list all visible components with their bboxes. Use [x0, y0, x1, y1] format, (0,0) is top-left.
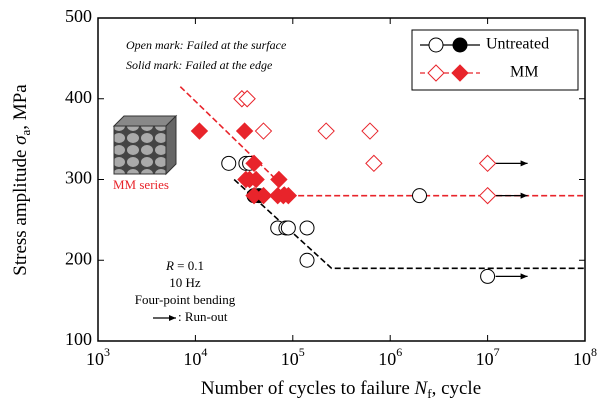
inset-cube [114, 116, 176, 174]
x-tick-exponent: 4 [201, 345, 207, 359]
y-label-text: Stress amplitude [10, 145, 31, 276]
annotation: : Run-out [178, 309, 228, 324]
legend-marker [453, 38, 467, 52]
data-point [480, 155, 496, 171]
x-tick-exponent: 5 [299, 345, 305, 359]
legend-label: MM [510, 64, 538, 81]
runout-arrowhead [169, 315, 176, 321]
annotation-text: = 0.1 [174, 258, 204, 273]
x-label-unit: , cycle [432, 378, 482, 399]
data-point [481, 269, 495, 283]
data-point [281, 221, 295, 235]
y-tick-label: 100 [65, 329, 92, 349]
data-point [318, 123, 334, 139]
x-tick-exponent: 6 [396, 345, 402, 359]
y-tick-label: 200 [65, 248, 92, 268]
x-tick-label: 106 [378, 345, 402, 369]
y-tick-label: 400 [65, 87, 92, 107]
y-label-unit: , MPa [10, 84, 31, 130]
data-point [300, 253, 314, 267]
y-axis-label: Stress amplitude σa, MPa [10, 84, 33, 276]
data-point [362, 123, 378, 139]
page: {"chart_data":{"type":"scatter","log_x":… [0, 0, 612, 410]
x-tick-label: 104 [183, 345, 207, 369]
y-tick-label: 500 [65, 6, 92, 26]
x-label-text: Number of cycles to failure [201, 378, 415, 399]
runout-arrowhead [521, 193, 528, 199]
x-tick-base: 10 [573, 349, 591, 369]
data-point [271, 172, 287, 188]
legend-marker [429, 38, 443, 52]
data-point [237, 123, 253, 139]
x-tick-base: 10 [281, 349, 299, 369]
x-tick-exponent: 8 [591, 345, 597, 359]
data-point [413, 189, 427, 203]
annotation: 10 Hz [169, 275, 201, 290]
x-axis-label: Number of cycles to failure Nf, cycle [201, 378, 481, 401]
annotation: Open mark: Failed at the surface [126, 38, 287, 52]
x-tick-base: 10 [86, 349, 104, 369]
x-tick-exponent: 3 [104, 345, 110, 359]
x-tick-label: 108 [573, 345, 597, 369]
annotation-symbol: R [165, 258, 174, 273]
x-tick-label: 103 [86, 345, 110, 369]
x-tick-base: 10 [476, 349, 494, 369]
y-tick-label: 300 [65, 168, 92, 188]
data-point [191, 123, 207, 139]
x-tick-exponent: 7 [494, 345, 500, 359]
annotation: R = 0.1 [165, 258, 204, 273]
data-point [480, 188, 496, 204]
x-tick-base: 10 [183, 349, 201, 369]
annotation: Solid mark: Failed at the edge [126, 58, 273, 72]
data-point [300, 221, 314, 235]
runout-arrowhead [521, 160, 528, 166]
legend-label: Untreated [486, 36, 549, 53]
runout-arrowhead [521, 273, 528, 279]
x-tick-label: 107 [476, 345, 500, 369]
data-point [222, 156, 236, 170]
x-tick-base: 10 [378, 349, 396, 369]
x-tick-label: 105 [281, 345, 305, 369]
data-point [255, 123, 271, 139]
chart: UntreatedMM 1002003004005001031041051061… [0, 0, 612, 405]
legend: Untreated MM [412, 30, 578, 90]
annotation: MM series [113, 177, 169, 192]
annotation: Four-point bending [135, 292, 236, 307]
data-point [366, 155, 382, 171]
